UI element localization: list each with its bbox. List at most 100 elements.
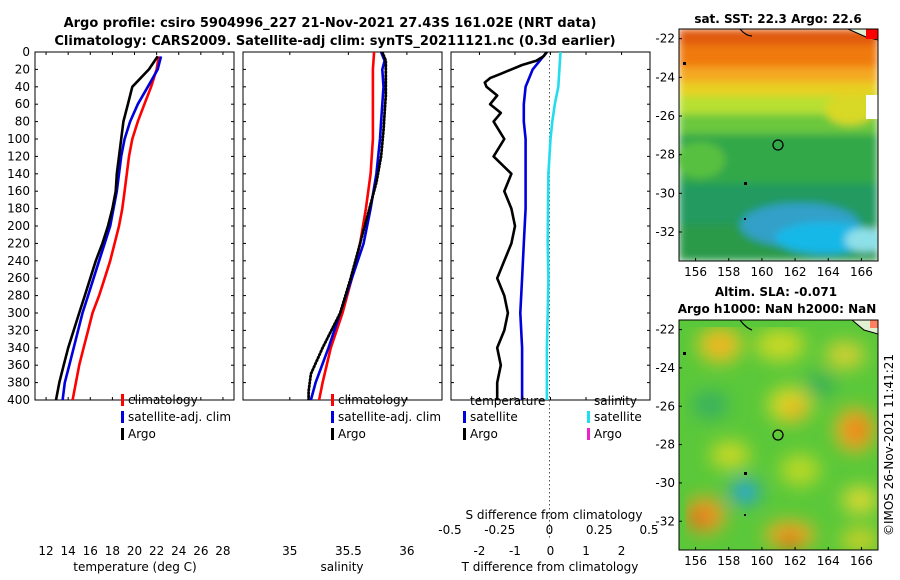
temperature-axes-box	[34, 51, 235, 401]
lon-tick-label: 166	[850, 265, 873, 279]
temperature-series	[54, 55, 163, 400]
argo-location-marker	[772, 429, 784, 441]
legend-label-argo: Argo	[128, 427, 156, 441]
island-marker	[744, 472, 747, 475]
depth-tick-label: 220	[7, 236, 30, 250]
x-tick-label: -2	[473, 544, 485, 558]
temperature-xlabel: temperature (deg C)	[73, 560, 196, 574]
sla-map-subtitle: Argo h1000: NaN h2000: NaN	[678, 302, 877, 316]
salinity-panel: 35 35.5 36 salinity climatology satellite-…	[242, 51, 443, 574]
island-marker	[683, 352, 686, 355]
series-line-satellite-adj-clim	[61, 56, 163, 400]
sst-map-longitude-ticks: 156 158 160 162 164 166	[684, 258, 873, 279]
depth-tick-label: 360	[7, 358, 30, 372]
t-difference-tick-labels: -2 -1 0 1 2	[451, 51, 650, 558]
sla-map-field	[679, 320, 878, 550]
sst-map-panel: sat. SST: 22.3 Argo: 22.6	[655, 12, 879, 279]
lat-tick-label: -32	[655, 514, 675, 528]
x-tick-label: 22	[149, 544, 164, 558]
difference-panel: -2 -1 0 1 2 -0.5 -0.25 0 0.25 0.5 S difference f…	[438, 51, 659, 574]
legend-swatch-t-argo	[463, 428, 466, 440]
salinity-xlabel: salinity	[320, 560, 363, 574]
s-difference-tick-labels: -0.5 -0.25 0 0.25 0.5	[438, 523, 658, 537]
sla-map-latitude-ticks: -22 -24 -26 -28 -30 -32	[655, 323, 682, 528]
legend-label-t-satellite: satellite	[470, 410, 518, 424]
series-line-t-satellite	[518, 52, 548, 400]
lon-tick-label: 158	[717, 554, 740, 568]
depth-tick-label: 240	[7, 254, 30, 268]
salinity-series	[307, 52, 388, 400]
series-line-s-satellite	[545, 52, 562, 400]
lon-tick-label: 166	[850, 554, 873, 568]
imos-watermark: ©IMOS 26-Nov-2021 11:41:21	[882, 354, 896, 536]
s-diff-tick-label: 0.5	[639, 523, 658, 537]
difference-legend-salinity: salinity satellite Argo	[587, 394, 642, 441]
lon-tick-label: 164	[817, 265, 840, 279]
legend-label-s-argo: Argo	[594, 427, 622, 441]
depth-tick-label: 120	[7, 149, 30, 163]
lat-tick-label: -22	[655, 323, 675, 337]
sst-map-latitude-ticks: -22 -24 -26 -28 -30 -32	[655, 32, 682, 239]
lat-tick-label: -28	[655, 148, 675, 162]
x-tick-label: 35	[282, 544, 297, 558]
lon-tick-label: 160	[750, 265, 773, 279]
depth-tick-label: 340	[7, 341, 30, 355]
depth-tick-label: 260	[7, 271, 30, 285]
sla-map-title: Altim. SLA: -0.071	[715, 285, 837, 299]
island-marker	[744, 514, 746, 516]
lon-tick-label: 158	[717, 265, 740, 279]
series-line-climatology	[317, 52, 376, 400]
legend-swatch-s-satellite	[587, 411, 590, 423]
lat-tick-label: -26	[655, 109, 675, 123]
s-diff-tick-label: 0	[546, 523, 554, 537]
series-line-argo	[307, 52, 388, 400]
difference-axes-box	[450, 51, 651, 401]
sst-map-axes-box	[678, 28, 879, 262]
lon-tick-label: 156	[684, 265, 707, 279]
legend-label-climatology: climatology	[338, 393, 408, 407]
x-tick-label: 14	[61, 544, 76, 558]
depth-tick-label: 380	[7, 376, 30, 390]
sst-map-field	[679, 29, 878, 261]
temperature-tick-labels: 12 14 16 18 20 22 24 26 28	[35, 51, 234, 558]
lon-tick-label: 160	[750, 554, 773, 568]
difference-legend-temperature: temperature satellite Argo	[463, 394, 545, 441]
depth-tick-label: 280	[7, 289, 30, 303]
island-marker	[744, 218, 746, 220]
depth-tick-label: 320	[7, 323, 30, 337]
difference-series	[483, 52, 562, 400]
depth-tick-label: 80	[15, 115, 30, 129]
figure-title-line1: Argo profile: csiro 5904996_227 21-Nov-2…	[64, 16, 597, 31]
depth-tick-label: 400	[7, 393, 30, 407]
island-marker	[683, 62, 686, 65]
lat-tick-label: -24	[655, 70, 675, 84]
series-line-argo	[54, 55, 159, 400]
legend-swatch-argo	[121, 428, 124, 440]
x-tick-label: 28	[215, 544, 230, 558]
s-difference-label: S difference from climatology	[466, 508, 643, 522]
depth-tick-label: 160	[7, 184, 30, 198]
lat-tick-label: -28	[655, 438, 675, 452]
sst-map-title: sat. SST: 22.3 Argo: 22.6	[694, 12, 861, 26]
t-difference-xlabel: T difference from climatology	[461, 560, 639, 574]
depth-tick-label: 60	[15, 97, 30, 111]
legend-swatch-satellite	[331, 411, 334, 423]
s-diff-tick-label: -0.25	[484, 523, 515, 537]
x-tick-label: 1	[582, 544, 590, 558]
x-tick-label: 16	[83, 544, 98, 558]
depth-tick-label: 0	[22, 45, 30, 59]
depth-tick-label: 180	[7, 202, 30, 216]
salinity-legend: climatology satellite-adj. clim Argo	[331, 393, 441, 441]
lat-tick-label: -30	[655, 476, 675, 490]
sla-map-longitude-ticks: 156 158 160 162 164 166	[684, 547, 873, 568]
legend-swatch-climatology	[331, 394, 334, 406]
lon-tick-label: 162	[784, 554, 807, 568]
argo-location-marker	[772, 139, 784, 151]
depth-tick-label: 140	[7, 167, 30, 181]
x-tick-label: 20	[127, 544, 142, 558]
legend-label-argo: Argo	[338, 427, 366, 441]
depth-tick-label: 300	[7, 306, 30, 320]
series-line-t-argo	[483, 52, 548, 400]
legend-swatch-s-argo	[587, 428, 590, 440]
temperature-panel: 0 20 40 60 80 100 120 140 160 180 200 220 240 260 280 3…	[7, 45, 235, 574]
